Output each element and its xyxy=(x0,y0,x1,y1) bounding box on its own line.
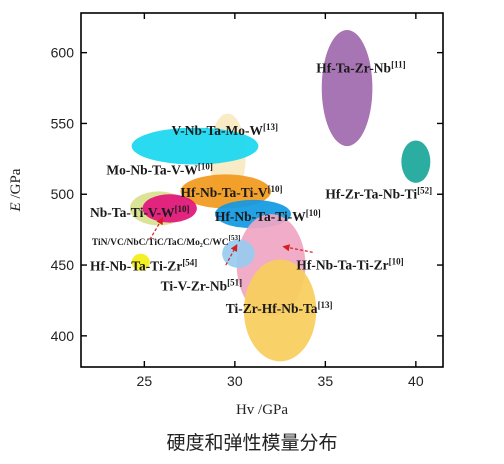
ellipse-ti-v-zr-nb-51 xyxy=(222,239,255,268)
chart: Hf-Ta-Zr-Nb[11] Hf-Zr-Ta-Nb-Ti[52] V-Nb-Ta… xyxy=(8,12,444,418)
arrow-0 xyxy=(149,217,164,240)
label-mo-nb-ta-v-w-10: Mo-Nb-Ta-V-W[10] xyxy=(106,161,213,177)
x-axis-label: Hv /GPa xyxy=(236,402,288,418)
arrow-layer xyxy=(149,217,313,266)
label-hf-nb-ta-ti-zr-54: Hf-Nb-Ta-Ti-Zr[54] xyxy=(90,258,197,274)
label-hf-ta-zr-nb-11: Hf-Ta-Zr-Nb[11] xyxy=(316,59,405,75)
arrow-1 xyxy=(225,243,238,266)
ellipse-hf-zr-ta-nb-ti-52 xyxy=(401,140,431,183)
ellipse-hf-nb-ta-ti-zr-54 xyxy=(131,253,150,271)
label-hf-nb-ta-ti-w-10: Hf-Nb-Ta-Ti-W[10] xyxy=(215,208,321,224)
ellipse-mo-nb-ta-v-w-10 xyxy=(131,127,259,165)
y-tick-label: 600 xyxy=(51,45,75,61)
figure-caption: 硬度和弹性模量分布 xyxy=(166,432,338,454)
label-ti-zr-hf-nb-ta-13: Ti-Zr-Hf-Nb-Ta[13] xyxy=(226,300,333,316)
ellipse-ti-zr-hf-nb-ta-13 xyxy=(243,259,317,362)
label-ti-v-zr-nb-51: Ti-V-Zr-Nb[51] xyxy=(161,278,243,294)
label-v-nb-ta-mo-w-13: V-Nb-Ta-Mo-W[13] xyxy=(172,122,279,138)
label-annotation-0: TiN/VC/NbC/TiC/TaC/Mo₂C/WC[53] xyxy=(92,234,240,248)
label-hf-nb-ta-ti-v-10: Hf-Nb-Ta-Ti-V[10] xyxy=(181,184,283,200)
label-nb-ta-ti-v-w-10: Nb-Ta-Ti-V-W[10] xyxy=(90,204,190,220)
axes: 25 30 35 40 400 450 500 550 600 Hv /GPa E /GPa xyxy=(8,12,444,418)
label-hf-zr-ta-nb-ti-52: Hf-Zr-Ta-Nb-Ti[52] xyxy=(325,185,432,201)
y-tick-label: 450 xyxy=(51,257,75,273)
label-layer: Hf-Ta-Zr-Nb[11] Hf-Zr-Ta-Nb-Ti[52] V-Nb-Ta… xyxy=(90,59,432,316)
ellipse-hf-nb-ta-ti-v-10 xyxy=(180,174,272,209)
y-tick-label: 500 xyxy=(51,186,75,202)
ellipse-nb-ta-ti-v-w-10-core xyxy=(142,194,197,223)
x-tick-label: 30 xyxy=(227,373,243,389)
y-tick-label: 550 xyxy=(51,115,75,131)
label-hf-nb-ta-ti-zr-10: Hf-Nb-Ta-Ti-Zr[10] xyxy=(296,256,403,272)
x-tick-label: 25 xyxy=(137,373,153,389)
x-tick-label: 35 xyxy=(318,373,334,389)
ellipse-layer xyxy=(129,29,431,362)
y-tick-label: 400 xyxy=(51,328,75,344)
ellipse-hf-ta-zr-nb-11 xyxy=(321,29,373,147)
y-axis-label: E /GPa xyxy=(8,168,24,212)
x-tick-label: 40 xyxy=(408,373,424,389)
plot-frame xyxy=(80,12,444,368)
